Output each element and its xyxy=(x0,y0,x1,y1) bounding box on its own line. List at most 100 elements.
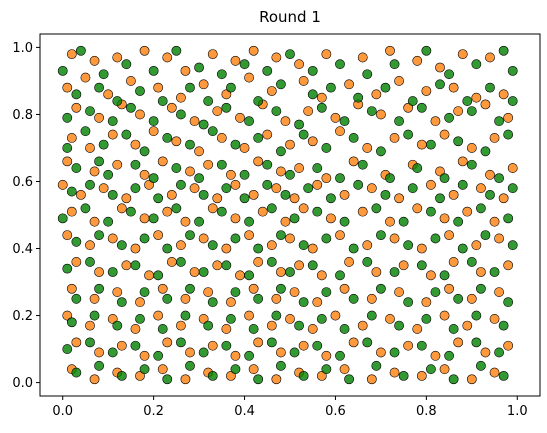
scatter-point xyxy=(298,203,309,214)
scatter-point xyxy=(107,314,118,324)
scatter-point xyxy=(426,364,436,375)
scatter-point xyxy=(457,156,468,167)
scatter-point xyxy=(126,102,136,113)
scatter-point xyxy=(148,213,159,224)
scatter-point xyxy=(239,143,250,153)
scatter-point xyxy=(62,230,73,241)
scatter-point xyxy=(371,203,382,214)
scatter-point xyxy=(466,106,477,116)
scatter-point xyxy=(194,62,204,73)
scatter-point xyxy=(289,193,300,204)
scatter-point xyxy=(471,310,482,321)
scatter-point xyxy=(394,320,404,331)
scatter-point xyxy=(71,102,82,113)
scatter-point xyxy=(148,173,159,184)
scatter-point xyxy=(189,267,200,277)
scatter-point xyxy=(244,216,254,227)
scatter-point xyxy=(112,96,123,106)
scatter-point xyxy=(503,129,514,140)
scatter-point xyxy=(135,370,145,381)
scatter-point xyxy=(448,257,459,267)
scatter-point xyxy=(298,240,309,251)
scatter-point xyxy=(457,49,468,60)
scatter-point xyxy=(285,267,295,277)
scatter-point xyxy=(289,347,300,358)
scatter-point xyxy=(189,116,200,127)
scatter-point xyxy=(266,257,277,267)
scatter-point xyxy=(394,76,404,86)
scatter-point xyxy=(103,89,114,100)
scatter-point xyxy=(439,270,450,281)
scatter-point xyxy=(230,287,241,297)
scatter-point xyxy=(230,179,241,190)
scatter-point xyxy=(380,189,391,200)
scatter-point xyxy=(266,203,277,214)
scatter-point xyxy=(85,337,95,348)
x-tick-label: 1.0 xyxy=(507,404,528,419)
scatter-point xyxy=(162,293,173,304)
scatter-point xyxy=(253,96,264,106)
scatter-point xyxy=(448,374,459,385)
scatter-point xyxy=(226,314,236,324)
scatter-point xyxy=(230,213,241,224)
scatter-point xyxy=(157,283,168,294)
scatter-point xyxy=(198,79,209,90)
scatter-point xyxy=(239,59,250,70)
scatter-point xyxy=(389,59,400,70)
scatter-point xyxy=(376,146,386,157)
scatter-point xyxy=(94,347,104,358)
scatter-point xyxy=(448,82,459,93)
scatter-point xyxy=(135,109,145,120)
scatter-point xyxy=(212,106,223,116)
scatter-point xyxy=(103,169,114,180)
scatter-point xyxy=(376,230,386,241)
scatter-point xyxy=(421,86,432,96)
scatter-point xyxy=(466,159,477,170)
scatter-point xyxy=(139,287,150,297)
scatter-point xyxy=(185,347,195,358)
scatter-point xyxy=(380,82,391,93)
scatter-point xyxy=(389,233,400,244)
scatter-point xyxy=(407,183,418,194)
scatter-point xyxy=(394,287,404,297)
scatter-point xyxy=(403,129,414,140)
scatter-point xyxy=(207,126,218,137)
scatter-point xyxy=(466,143,477,153)
scatter-point xyxy=(162,52,173,63)
scatter-point xyxy=(112,52,123,63)
scatter-point xyxy=(62,310,73,321)
scatter-point xyxy=(416,243,427,254)
scatter-point xyxy=(76,45,86,56)
scatter-point xyxy=(494,116,504,127)
scatter-point xyxy=(312,163,323,173)
scatter-point xyxy=(321,287,332,297)
scatter-point xyxy=(307,324,318,334)
scatter-point xyxy=(85,106,95,116)
scatter-point xyxy=(94,267,104,277)
scatter-point xyxy=(162,133,173,143)
scatter-point xyxy=(476,183,486,194)
scatter-point xyxy=(189,183,200,194)
y-tick-label: 0.8 xyxy=(12,108,33,123)
scatter-point xyxy=(248,189,259,200)
scatter-point xyxy=(494,173,504,184)
scatter-point xyxy=(335,270,345,281)
scatter-point xyxy=(357,206,368,217)
scatter-point xyxy=(471,92,482,103)
y-tick-label: 1.0 xyxy=(12,41,33,56)
scatter-point xyxy=(503,297,514,308)
scatter-point xyxy=(376,109,386,120)
scatter-point xyxy=(312,206,323,217)
scatter-point xyxy=(212,260,223,271)
scatter-point xyxy=(203,159,214,170)
scatter-point xyxy=(216,133,227,143)
scatter-point xyxy=(476,283,486,294)
scatter-point xyxy=(166,257,177,267)
scatter-point xyxy=(57,179,68,190)
scatter-point xyxy=(412,55,423,66)
scatter-point xyxy=(276,267,286,277)
scatter-point xyxy=(466,257,477,267)
scatter-point xyxy=(153,82,164,93)
scatter-point xyxy=(139,146,150,157)
scatter-point xyxy=(294,320,304,331)
